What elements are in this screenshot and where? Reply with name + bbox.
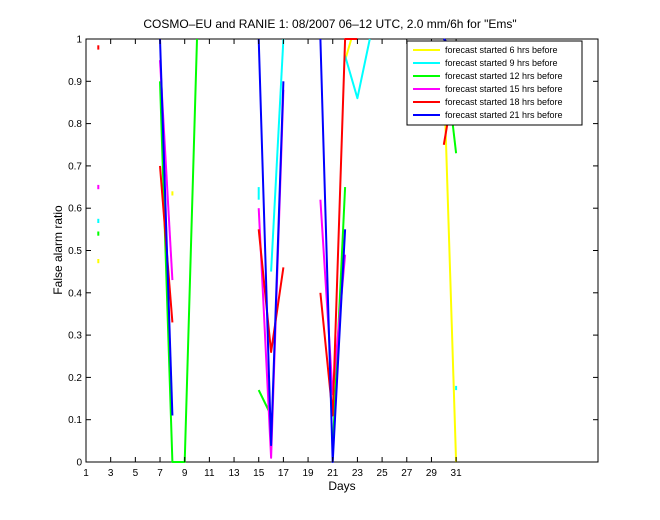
legend-label: forecast started 12 hrs before: [445, 71, 563, 81]
y-tick-label: 0: [76, 458, 82, 469]
y-tick-label: 1: [76, 35, 82, 46]
y-tick-label: 0.2: [68, 373, 82, 384]
legend-box: [406, 40, 583, 126]
x-tick-label: 11: [204, 468, 215, 479]
y-tick-label: 0.9: [68, 77, 82, 88]
legend-label: forecast started 6 hrs before: [445, 45, 558, 55]
y-axis-label: False alarm ratio: [51, 205, 65, 295]
series-line: [257, 229, 285, 353]
x-tick-label: 1: [83, 468, 89, 479]
x-tick-label: 29: [426, 468, 438, 479]
x-tick-label: 25: [377, 468, 389, 479]
legend-label: forecast started 21 hrs before: [445, 110, 563, 120]
x-tick-label: 31: [451, 468, 463, 479]
chart-title: COSMO–EU and RANIE 1: 08/2007 06–12 UTC,…: [143, 17, 516, 31]
x-tick-label: 7: [157, 468, 163, 479]
series-line: [344, 38, 371, 100]
x-axis-label: Days: [328, 479, 355, 493]
series-line: [159, 38, 174, 416]
y-tick-label: 0.4: [68, 288, 82, 299]
x-tick-label: 23: [352, 468, 364, 479]
x-tick-label: 5: [133, 468, 139, 479]
x-tick-label: 21: [327, 468, 339, 479]
x-tick-label: 19: [303, 468, 315, 479]
y-tick-label: 0.1: [68, 415, 82, 426]
series-layer: [97, 38, 458, 463]
x-axis: 1 3 5 7 9 11 13 15 17 19 21 23 25 27 29 31: [83, 39, 462, 479]
legend-label: forecast started 9 hrs before: [445, 58, 558, 68]
x-tick-label: 3: [108, 468, 114, 479]
legend-label: forecast started 15 hrs before: [445, 84, 563, 94]
y-tick-label: 0.6: [68, 204, 82, 215]
series-line: [257, 38, 285, 447]
y-tick-label: 0.7: [68, 161, 82, 172]
legend: forecast started 6 hrs before forecast st…: [406, 40, 583, 126]
legend-label: forecast started 18 hrs before: [445, 97, 563, 107]
x-tick-label: 9: [182, 468, 188, 479]
y-tick-label: 0.8: [68, 119, 82, 130]
y-axis: 0 0.1 0.2 0.3 0.4 0.5 0.6 0.7 0.8 0.9 1: [68, 35, 598, 469]
series-5: [97, 38, 458, 417]
x-tick-label: 15: [253, 468, 265, 479]
series-line: [159, 38, 198, 463]
y-tick-label: 0.3: [68, 331, 82, 342]
series-2: [97, 38, 458, 391]
series-line: [270, 38, 285, 272]
y-tick-label: 0.5: [68, 246, 82, 257]
x-tick-label: 13: [228, 468, 240, 479]
series-line: [319, 38, 358, 417]
x-tick-label: 17: [278, 468, 290, 479]
x-tick-label: 27: [401, 468, 413, 479]
